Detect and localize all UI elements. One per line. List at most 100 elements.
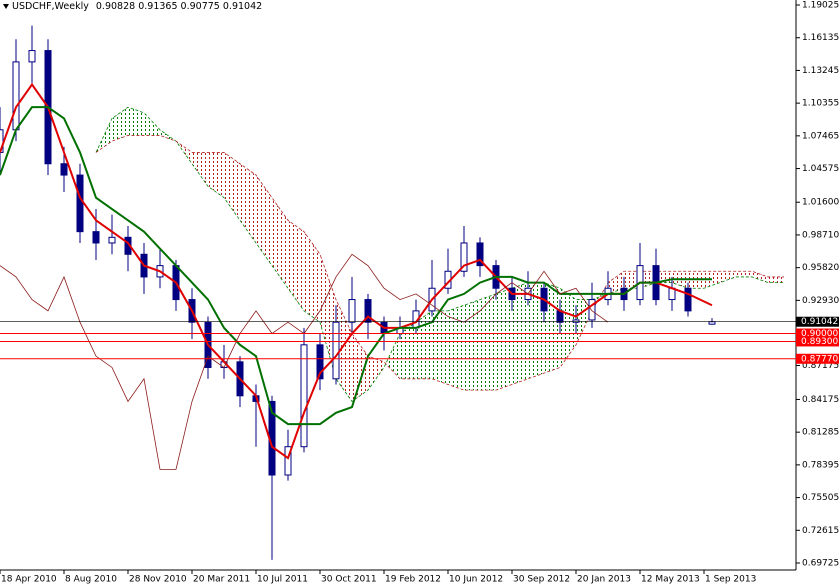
x-tick-label: 1 Sep 2013 [705,575,756,585]
y-tick-label: 0.78395 [802,460,839,470]
y-tick-label: 0.87175 [802,361,839,371]
level-label: 0.89300 [801,337,838,347]
y-tick-label: 0.92930 [802,296,839,306]
cloud-span [95,106,784,402]
cloud-span [95,135,784,391]
candle-body [708,321,716,325]
candle-body [364,299,372,323]
price-label-box [796,316,839,327]
y-tick-label: 1.07465 [802,131,839,141]
header: USDCHF,Weekly 0.90828 0.91365 0.90775 0.… [3,1,262,12]
y-tick-label: 1.01600 [802,198,839,208]
cloud-fill [416,310,432,379]
indicator-line [0,106,712,426]
candle-body [300,344,308,448]
symbol: USDCHF,Weekly 0.90828 0.91365 0.90775 0.… [12,1,262,12]
price-label: 0.91042 [801,317,838,327]
cloud-fill [304,231,320,323]
cloud-fill [112,107,128,142]
cloud-fill [320,254,336,379]
candle-body [332,321,340,380]
cloud-fill [144,112,160,136]
candle-body [572,319,580,323]
y-tick-label: 0.75505 [802,493,839,503]
candle-body [460,242,468,272]
candle-body [316,344,324,380]
candle-body [92,231,100,244]
y-tick-label: 1.10355 [802,99,839,109]
header-icon [3,4,9,9]
x-tick-label: 19 Feb 2012 [385,575,441,585]
cloud-fill [352,333,368,402]
cloud-fill [560,288,576,368]
candle-body [684,287,692,312]
level-label: 0.90000 [801,329,838,339]
cloud-fill [768,276,784,283]
y-tick-label: 0.84175 [802,395,839,405]
header-open: 0.90828 [96,1,135,12]
cloud-fill [544,282,560,374]
y-tick-label: 0.69725 [802,559,839,569]
candle-body [76,174,84,233]
cloud-fill [128,107,144,136]
candle-body [28,50,36,63]
level-label-box [796,336,839,347]
y-tick-label: 0.95820 [802,263,839,273]
plot-area [0,25,784,560]
level-label-box [796,328,839,339]
candle-body [60,163,68,176]
cloud-fill [240,163,256,243]
cloud-fill [496,288,512,391]
cloud-fill [96,118,112,153]
cloud-fill [736,271,752,277]
cloud-fill [256,175,272,266]
cloud-fill [480,293,496,391]
x-tick-label: 30 Sep 2012 [513,575,570,585]
candle-body [348,299,356,323]
cloud-fill [448,305,464,391]
cloud-fill [608,271,624,294]
cloud-fill [464,299,480,391]
header-low: 0.90775 [181,1,220,12]
cloud-fill [368,356,384,391]
cloud-fill [400,322,416,379]
candle-body [476,242,484,267]
y-tick-label: 1.04575 [802,164,839,174]
candle-body [12,61,20,131]
x-tick-label: 10 Jul 2011 [257,575,308,585]
y-tick-label: 1.13245 [802,66,839,76]
cloud-fill [208,152,224,198]
x-tick-label: 12 May 2013 [641,575,700,585]
header-high: 0.91365 [138,1,177,12]
cloud-fill [272,197,288,289]
x-tick-label: 30 Oct 2011 [321,575,377,585]
cloud-fill [624,271,640,289]
cloud-fill [224,152,240,221]
header-close: 0.91042 [223,1,262,12]
cloud-fill [432,310,448,385]
level-label-box [796,353,839,364]
cloud-fill [288,220,304,311]
x-tick-label: 20 Mar 2011 [193,575,250,585]
x-tick-label: 10 Jun 2012 [449,575,503,585]
candle-body [108,236,116,244]
cloud-fill [528,282,544,379]
y-tick-label: 1.19025 [802,1,839,11]
cloud-fill [192,152,208,187]
y-tick-label: 0.72615 [802,526,839,536]
cloud-fill [384,333,400,379]
candle-body [284,446,292,476]
cloud-fill [752,271,768,283]
x-tick-label: 20 Jan 2013 [577,575,631,585]
y-tick-label: 0.81285 [802,428,839,438]
candle-body [588,299,596,321]
cloud-fill [720,271,736,283]
level-label: 0.87770 [801,354,838,364]
symbol-text: USDCHF,Weekly [12,1,89,12]
x-tick-label: 18 Apr 2010 [1,575,57,585]
x-tick-label: 28 Nov 2010 [129,575,187,585]
y-tick-label: 1.16135 [802,33,839,43]
x-tick-label: 8 Aug 2010 [65,575,117,585]
y-tick-label: 0.98710 [802,230,839,240]
